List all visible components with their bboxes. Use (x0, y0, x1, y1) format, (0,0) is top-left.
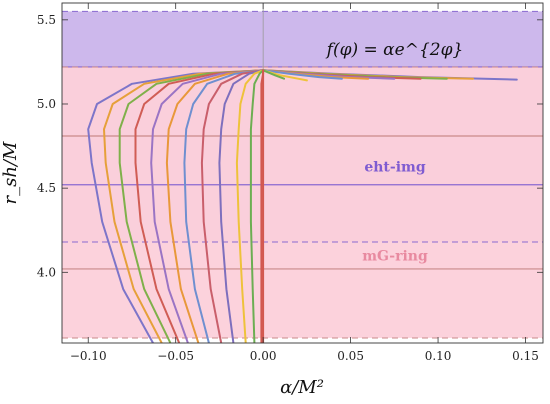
y-axis-label: r_sh/M (0, 141, 21, 204)
curve-7 (200, 69, 265, 343)
band-label-mG-ring: mG-ring (362, 249, 428, 265)
curve-18 (262, 69, 343, 80)
curve-5 (165, 69, 265, 343)
x-tick-label-5: 0.15 (512, 349, 539, 363)
curve-1 (103, 69, 265, 343)
x-axis-label: α/M² (280, 377, 324, 398)
x-tick-label-4: 0.10 (425, 349, 452, 363)
y-tick-label-1: 4.5 (37, 181, 56, 195)
x-tick-label-2: 0.00 (250, 349, 277, 363)
y-axis-ticks: 4.0 4.5 5.0 5.5 (37, 13, 543, 279)
x-axis-ticks: −0.10 −0.05 0.00 0.05 0.10 0.15 (70, 3, 539, 363)
x-tick-label-1: −0.05 (157, 349, 194, 363)
x-tick-label-0: −0.10 (70, 349, 107, 363)
y-tick-label-3: 5.5 (37, 13, 56, 27)
curve-0 (87, 69, 265, 343)
curve-2 (118, 69, 265, 343)
curve-6 (183, 69, 265, 343)
curve-3 (134, 69, 265, 343)
curve-20 (262, 69, 286, 80)
curve-10 (249, 69, 265, 343)
band-labels: eht-img mG-ring (362, 159, 428, 264)
x-tick-label-3: 0.05 (337, 349, 364, 363)
curve-9 (235, 69, 265, 343)
curve-8 (218, 69, 265, 343)
annotation-formula: f(φ) = αe^{2φ} (325, 40, 464, 60)
band-mG-ring (62, 66, 543, 338)
curve-4 (150, 69, 265, 343)
y-tick-label-2: 5.0 (37, 97, 56, 111)
band-label-eht-img: eht-img (364, 159, 425, 175)
curves-group (87, 69, 518, 343)
y-tick-label-0: 4.0 (37, 265, 56, 279)
plot-frame (61, 2, 544, 344)
